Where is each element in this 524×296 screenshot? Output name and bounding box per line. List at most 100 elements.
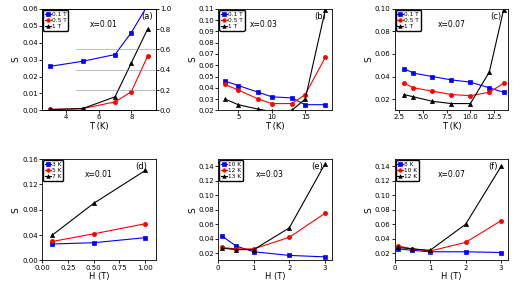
Line: 12 K: 12 K xyxy=(220,211,327,251)
Line: 3 K: 3 K xyxy=(50,236,147,246)
Legend: 0.1 T, 0.5 T, 1 T: 0.1 T, 0.5 T, 1 T xyxy=(220,10,245,30)
Legend: 10 K, 12 K, 13 K: 10 K, 12 K, 13 K xyxy=(220,160,243,181)
Text: x=0.03: x=0.03 xyxy=(256,170,283,179)
10 K xyxy=(463,241,469,244)
Line: 13 K: 13 K xyxy=(220,162,327,252)
0.5 T xyxy=(128,90,135,94)
10 K xyxy=(219,234,225,238)
0.1 T xyxy=(255,91,261,94)
Legend: 0.1 T, 0.5 T, 1 T: 0.1 T, 0.5 T, 1 T xyxy=(43,10,68,30)
0.5 T xyxy=(145,54,151,58)
5 K xyxy=(142,222,148,226)
Text: x=0.07: x=0.07 xyxy=(438,170,466,179)
12 K xyxy=(409,247,416,251)
Line: 0.1 T: 0.1 T xyxy=(402,67,506,94)
10 K xyxy=(250,250,257,254)
Y-axis label: S: S xyxy=(188,207,197,213)
7 K xyxy=(49,233,56,237)
Text: x=0.07: x=0.07 xyxy=(438,20,466,29)
1 T xyxy=(235,103,242,107)
12 K xyxy=(395,246,401,249)
0.1 T xyxy=(302,103,308,107)
10 K xyxy=(322,255,328,259)
0.1 T xyxy=(112,53,118,56)
Text: x=0.03: x=0.03 xyxy=(250,20,278,29)
Text: x=0.01: x=0.01 xyxy=(85,170,113,179)
1 T xyxy=(401,93,407,96)
1 T xyxy=(222,97,228,101)
0.5 T xyxy=(289,102,295,105)
1 T xyxy=(47,108,53,111)
1 T xyxy=(322,8,329,12)
Text: (f): (f) xyxy=(488,162,497,171)
0.1 T xyxy=(410,71,417,75)
Line: 1 T: 1 T xyxy=(402,8,506,106)
Line: 0.1 T: 0.1 T xyxy=(223,79,328,107)
Line: 8 K: 8 K xyxy=(396,247,503,255)
10 K xyxy=(409,247,416,251)
X-axis label: T (K): T (K) xyxy=(442,122,461,131)
0.5 T xyxy=(448,93,454,96)
0.1 T xyxy=(486,86,493,90)
0.1 T xyxy=(401,67,407,70)
10 K xyxy=(498,219,504,222)
Y-axis label: S: S xyxy=(12,57,20,62)
8 K xyxy=(498,251,504,254)
Legend: 0.1 T, 0.5 T, 1 T: 0.1 T, 0.5 T, 1 T xyxy=(396,10,421,30)
Line: 0.5 T: 0.5 T xyxy=(48,54,150,112)
Line: 10 K: 10 K xyxy=(396,218,503,253)
10 K xyxy=(427,249,433,253)
X-axis label: T (K): T (K) xyxy=(265,122,285,131)
1 T xyxy=(302,97,308,101)
0.1 T xyxy=(47,65,53,68)
0.5 T xyxy=(255,97,261,101)
0.1 T xyxy=(80,59,86,63)
10 K xyxy=(233,244,239,248)
1 T xyxy=(448,102,454,105)
0.1 T xyxy=(448,78,454,82)
Text: (d): (d) xyxy=(135,162,147,171)
1 T xyxy=(128,61,135,65)
12 K xyxy=(463,223,469,226)
12 K xyxy=(286,236,292,239)
8 K xyxy=(395,247,401,251)
3 K xyxy=(91,241,97,244)
Text: (e): (e) xyxy=(311,162,323,171)
Line: 10 K: 10 K xyxy=(220,234,327,259)
12 K xyxy=(250,247,257,251)
Legend: 3 K, 5 K, 7 K: 3 K, 5 K, 7 K xyxy=(43,160,63,181)
Line: 0.5 T: 0.5 T xyxy=(223,55,328,106)
3 K xyxy=(49,242,56,246)
5 K xyxy=(91,232,97,236)
12 K xyxy=(498,165,504,168)
0.5 T xyxy=(222,83,228,86)
0.1 T xyxy=(128,31,135,34)
13 K xyxy=(286,226,292,230)
10 K xyxy=(395,244,401,248)
0.1 T xyxy=(222,79,228,83)
Line: 7 K: 7 K xyxy=(50,168,147,237)
7 K xyxy=(91,202,97,205)
12 K xyxy=(219,246,225,249)
13 K xyxy=(233,248,239,251)
1 T xyxy=(486,70,493,74)
0.5 T xyxy=(467,94,474,97)
X-axis label: H (T): H (T) xyxy=(441,272,462,281)
13 K xyxy=(250,248,257,251)
1 T xyxy=(289,109,295,112)
1 T xyxy=(112,95,118,99)
0.5 T xyxy=(47,108,53,111)
0.1 T xyxy=(145,4,151,7)
0.5 T xyxy=(80,107,86,110)
0.5 T xyxy=(410,86,417,90)
0.5 T xyxy=(500,81,507,85)
1 T xyxy=(255,107,261,111)
0.1 T xyxy=(322,103,329,107)
1 T xyxy=(500,8,507,12)
12 K xyxy=(427,249,433,252)
0.5 T xyxy=(401,81,407,85)
0.5 T xyxy=(112,100,118,104)
Line: 0.1 T: 0.1 T xyxy=(48,4,150,68)
7 K xyxy=(142,169,148,172)
0.1 T xyxy=(429,75,435,78)
